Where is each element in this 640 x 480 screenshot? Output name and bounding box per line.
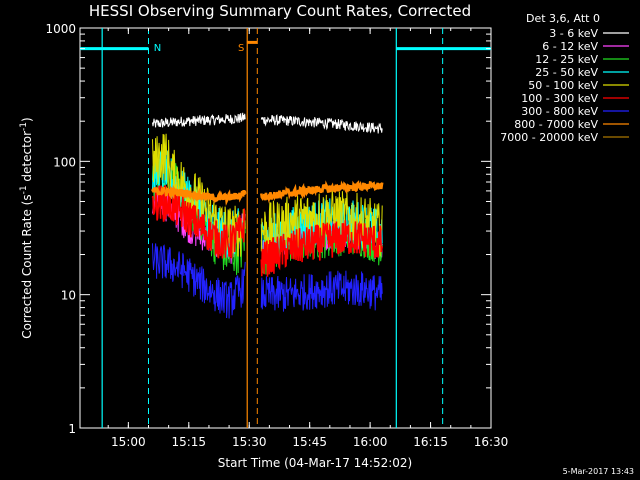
x-tick-label-5: 16:15	[413, 435, 448, 449]
x-axis-label: Start Time (04-Mar-17 14:52:02)	[218, 456, 412, 470]
series-line-6-0	[152, 243, 246, 319]
y-tick-label-2: 100	[53, 155, 76, 169]
series-line-5-0	[151, 185, 246, 259]
series-line-7-0	[151, 184, 247, 206]
marker-label-0: N	[154, 43, 161, 54]
date-stamp: 5-Mar-2017 13:43	[563, 467, 634, 476]
legend-header: Det 3,6, Att 0	[526, 12, 600, 25]
marker-label-1: S	[238, 43, 244, 54]
plot-frame	[79, 27, 492, 429]
series-line-4-1	[260, 189, 383, 257]
legend-label-7: 800 - 7000 keV	[514, 118, 598, 131]
legend-label-8: 7000 - 20000 keV	[500, 131, 598, 144]
x-tick-label-0: 15:00	[111, 435, 146, 449]
y-axis-label-exp2: -1	[19, 122, 29, 131]
legend-label-5: 100 - 300 keV	[521, 92, 598, 105]
legend-label-0: 3 - 6 keV	[549, 27, 598, 40]
x-tick-label-3: 15:45	[292, 435, 327, 449]
x-tick-label-4: 16:00	[353, 435, 388, 449]
y-axis-label-mid: detector	[20, 131, 34, 186]
series-line-0-1	[260, 114, 383, 134]
series-line-0-0	[152, 112, 246, 128]
x-tick-label-1: 15:15	[171, 435, 206, 449]
x-tick-label-2: 15:30	[232, 435, 267, 449]
y-axis: 1 10 100 1000	[45, 22, 491, 436]
legend-label-4: 50 - 100 keV	[528, 79, 598, 92]
series-group	[151, 112, 384, 319]
coverage-bars-group	[80, 40, 491, 51]
legend-label-3: 25 - 50 keV	[535, 66, 598, 79]
y-axis-label-exp1: -1	[19, 185, 29, 194]
y-axis-label-post: )	[20, 117, 34, 122]
x-tick-label-6: 16:30	[474, 435, 509, 449]
y-axis-label: Corrected Count Rate (s-1 detector-1)	[19, 117, 34, 338]
series-line-6-1	[260, 270, 383, 312]
y-axis-label-pre: Corrected Count Rate (s	[20, 194, 34, 338]
series-line-7-1	[260, 180, 384, 204]
legend-label-1: 6 - 12 keV	[542, 40, 598, 53]
legend-label-2: 12 - 25 keV	[535, 53, 598, 66]
legend-label-6: 300 - 800 keV	[521, 105, 598, 118]
y-tick-label-1: 10	[61, 289, 76, 303]
y-tick-label-0: 1	[68, 422, 76, 436]
x-axis: 15:00 15:15 15:30 15:45 16:00 16:15 16:30	[107, 28, 509, 449]
y-tick-label-3: 1000	[45, 22, 76, 36]
series-line-5-1	[260, 220, 383, 277]
chart-title: HESSI Observing Summary Count Rates, Cor…	[89, 2, 471, 20]
